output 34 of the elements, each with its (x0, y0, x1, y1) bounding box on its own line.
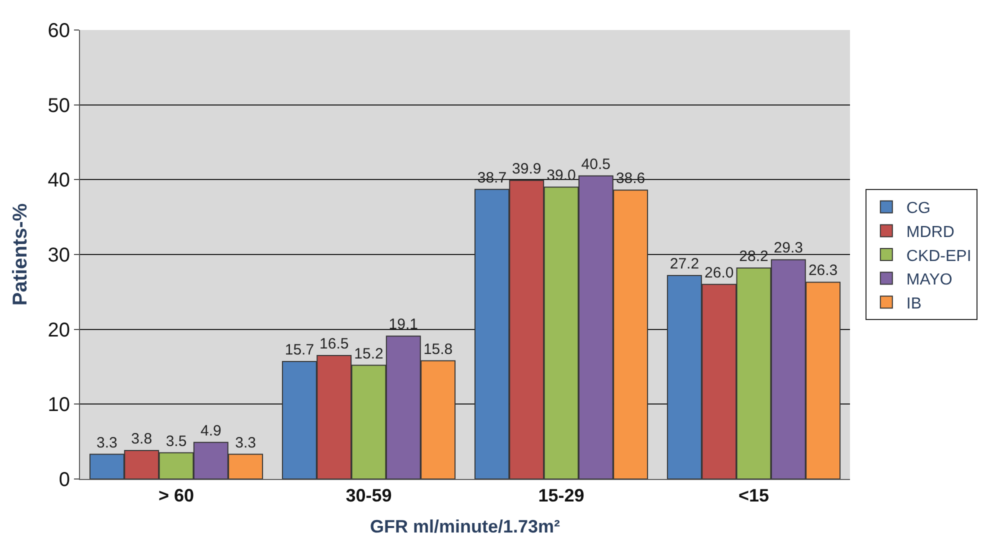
data-label: 40.5 (581, 156, 610, 173)
data-label: 19.1 (388, 316, 418, 334)
data-label: 29.3 (774, 240, 803, 257)
legend-label: CKD-EPI (906, 248, 972, 265)
data-label: 27.2 (670, 255, 700, 272)
data-label: 15.7 (284, 342, 314, 359)
x-tick-label: > 60 (158, 486, 194, 506)
data-label: 15.2 (354, 345, 384, 362)
data-label: 4.9 (200, 422, 222, 440)
y-tick-label: 50 (48, 94, 70, 117)
y-tick-label: 30 (48, 244, 70, 266)
x-tick-label: <15 (738, 486, 770, 506)
data-label: 15.8 (423, 340, 453, 358)
legend-label: IB (906, 295, 922, 312)
data-label: 3.5 (166, 432, 187, 450)
data-label: 16.5 (320, 336, 349, 353)
data-label: 3.3 (96, 434, 118, 452)
x-axis-title: GFR ml/minute/1.73m² (370, 516, 560, 537)
data-label: 3.3 (235, 434, 256, 452)
y-tick-label: 10 (48, 394, 70, 416)
legend-label: CG (906, 200, 930, 218)
y-axis-title: Patients-% (9, 203, 32, 306)
y-tick-label: 0 (58, 469, 70, 491)
x-tick-label: 30-59 (346, 486, 392, 506)
data-label: 26.3 (808, 262, 838, 280)
y-tick-label: 60 (48, 20, 70, 42)
y-tick-label: 40 (48, 170, 70, 192)
data-label: 3.8 (131, 430, 152, 448)
legend-label: MAYO (906, 272, 952, 289)
data-label: 39.9 (512, 160, 542, 178)
y-tick-label: 20 (48, 319, 70, 342)
legend-label: MDRD (906, 224, 954, 241)
data-label: 26.0 (704, 264, 734, 282)
x-tick-label: 15-29 (538, 486, 584, 506)
